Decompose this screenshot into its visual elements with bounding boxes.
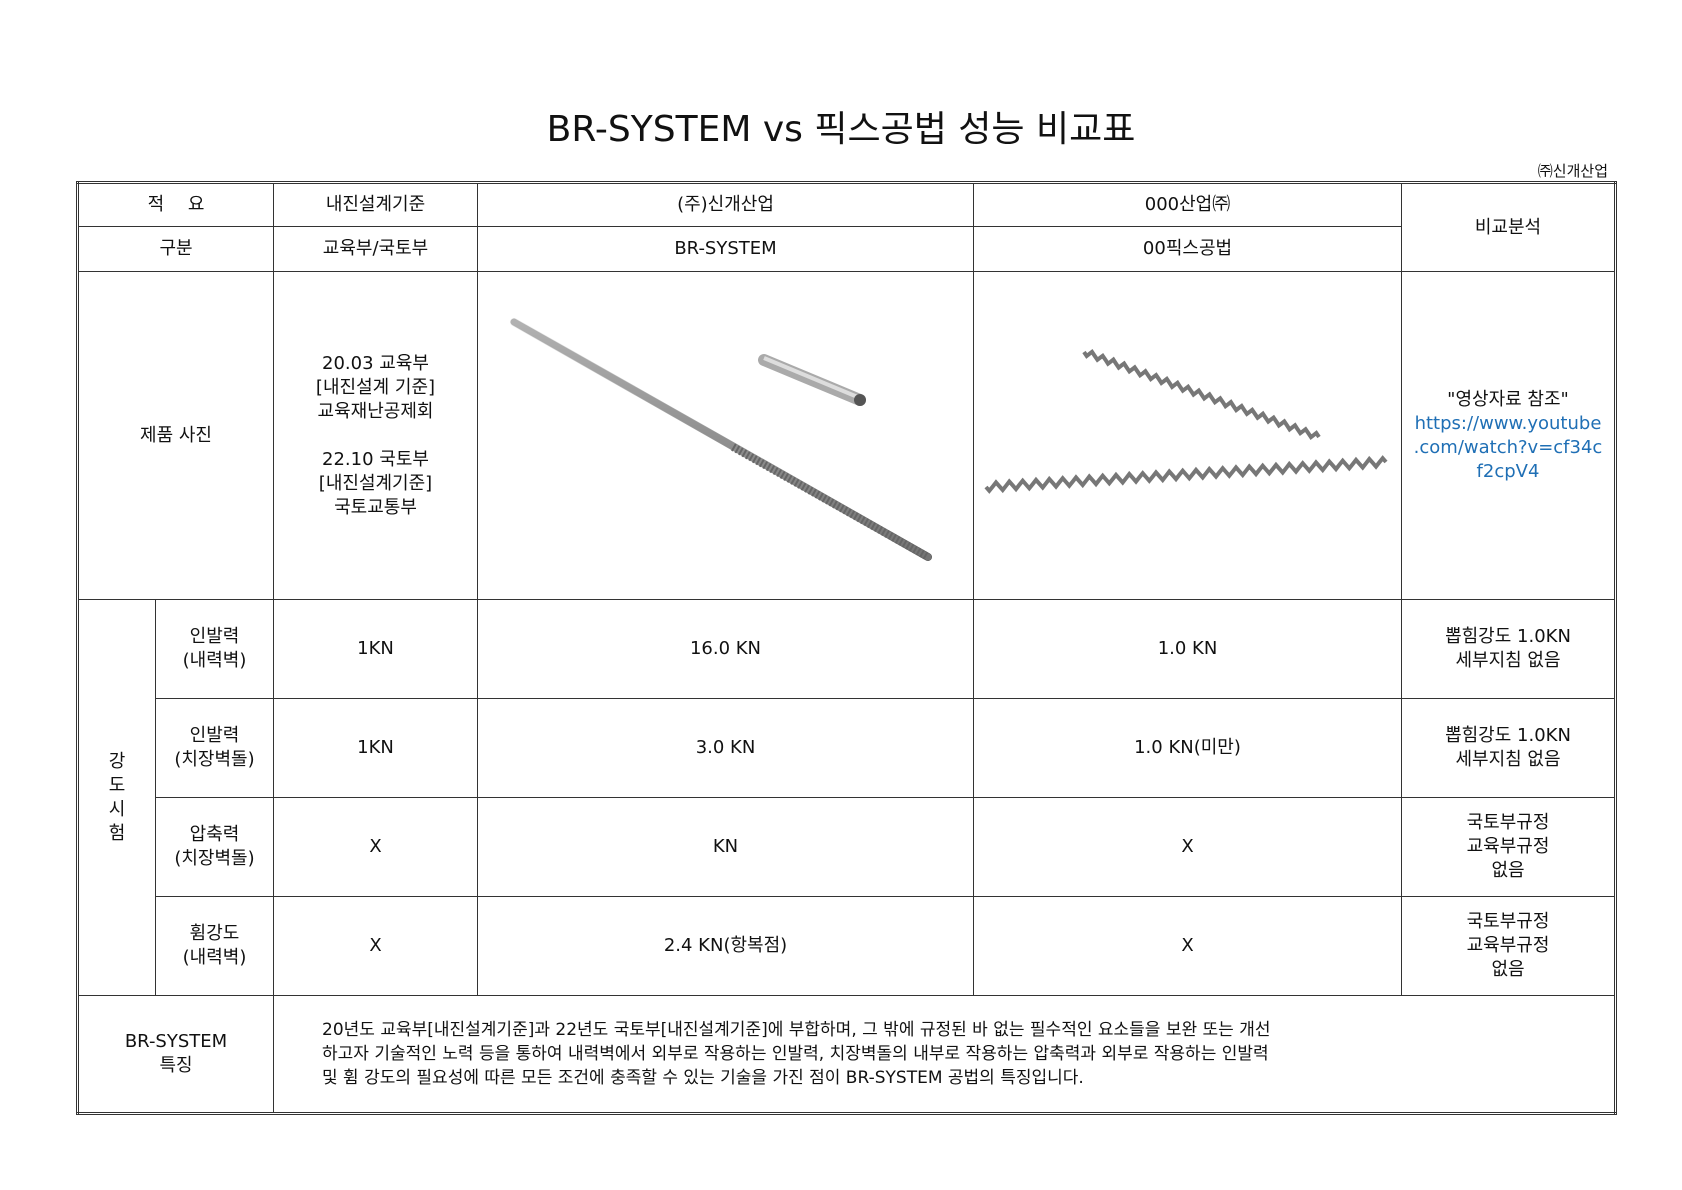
strength-analysis: 국토부규정 교육부규정 없음 — [1401, 797, 1616, 897]
br-system-photo — [477, 271, 974, 600]
strength-analysis: 뽑힘강도 1.0KN 세부지침 없음 — [1401, 599, 1616, 699]
page-title: BR-SYSTEM vs 픽스공법 성능 비교표 — [546, 109, 1136, 150]
strength-row: 휨강도 (내력벽) X 2.4 KN(항복점) X 국토부규정 교육부규정 없음 — [78, 896, 1616, 996]
strength-row: 압축력 (치장벽돌) X KN X 국토부규정 교육부규정 없음 — [78, 797, 1616, 897]
strength-analysis: 국토부규정 교육부규정 없음 — [1401, 896, 1616, 996]
strength-test-label: 강 도 시 험 — [77, 599, 156, 996]
header-cell: 000산업㈜ — [973, 182, 1402, 227]
header-cell: (주)신개산업 — [477, 182, 974, 227]
strength-br: 16.0 KN — [477, 599, 974, 699]
header-cell-analysis: 비교분석 — [1401, 182, 1616, 272]
text-line: 교육재난공제회 — [317, 400, 434, 422]
strength-br: 2.4 KN(항복점) — [477, 896, 974, 996]
strength-row: 강 도 시 험 인발력 (내력벽) 1KN 16.0 KN 1.0 KN 뽑힘강도 1.0… — [77, 599, 1616, 996]
feature-row: BR-SYSTEM 특징 20년도 교육부[내진설계기준]과 22년도 국토부[… — [77, 995, 1616, 1114]
text-line: .com/watch?v=cf34c — [1413, 436, 1603, 458]
video-reference: "영상자료 참조" — [1447, 388, 1569, 410]
strength-analysis: 뽑힘강도 1.0KN 세부지침 없음 — [1401, 698, 1616, 798]
photo-label: 제품 사진 — [77, 271, 274, 600]
photo-row: 제품 사진 20.03 교육부 [내진설계 기준] 교육재난공제회 22.10 국토부… — [77, 271, 1616, 600]
twisted-wire-image — [984, 349, 1388, 494]
strength-fix: 1.0 KN(미만) — [973, 698, 1402, 798]
text-line: 및 휨 강도의 필요성에 따른 모든 조건에 충족할 수 있는 기술을 가진 점… — [322, 1068, 1084, 1088]
comparison-table: 적 요 내진설계기준 (주)신개산업 000산업㈜ 비교분석 구분 교육부/국토… — [76, 181, 1617, 1115]
text-line — [274, 424, 477, 448]
strength-std: 1KN — [273, 599, 478, 699]
feature-description: 20년도 교육부[내진설계기준]과 22년도 국토부[내진설계기준]에 부합하며… — [273, 995, 1616, 1114]
header-cell: 내진설계기준 — [273, 182, 478, 227]
strength-br: 3.0 KN — [477, 698, 974, 798]
header-row-2: 구분 교육부/국토부 BR-SYSTEM 00픽스공법 — [77, 226, 1616, 272]
strength-name: 휨강도 (내력벽) — [155, 896, 274, 996]
photo-analysis: "영상자료 참조" https://www.youtube .com/watch?… — [1401, 271, 1616, 600]
text-line: 국토교통부 — [334, 496, 417, 518]
standard-cell: 20.03 교육부 [내진설계 기준] 교육재난공제회 22.10 국토부 [내진설계기… — [273, 271, 478, 600]
video-link[interactable]: https://www.youtube .com/watch?v=cf34c f2c… — [1402, 412, 1614, 484]
strength-br: KN — [477, 797, 974, 897]
strength-name: 압축력 (치장벽돌) — [155, 797, 274, 897]
header-cell: 적 요 — [77, 182, 274, 227]
text-line: 하고자 기술적인 노력 등을 통하여 내력벽에서 외부로 작용하는 인발력, 치… — [322, 1044, 1269, 1064]
text-line: https://www.youtube — [1414, 412, 1602, 434]
strength-fix: X — [973, 896, 1402, 996]
strength-fix: X — [973, 797, 1402, 897]
header-cell: BR-SYSTEM — [477, 226, 974, 272]
text-line: [내진설계기준] — [318, 472, 433, 494]
text-line: 20년도 교육부[내진설계기준]과 22년도 국토부[내진설계기준]에 부합하며… — [322, 1020, 1271, 1040]
feature-label: BR-SYSTEM 특징 — [77, 995, 274, 1114]
company-name: ㈜신개산업 — [1537, 162, 1608, 180]
strength-std: 1KN — [273, 698, 478, 798]
strength-std: X — [273, 896, 478, 996]
text-line: 20.03 교육부 — [322, 352, 429, 374]
strength-std: X — [273, 797, 478, 897]
header-cell: 교육부/국토부 — [273, 226, 478, 272]
strength-name: 인발력 (내력벽) — [155, 599, 274, 699]
text-line: f2cpV4 — [1476, 460, 1540, 482]
strength-row: 인발력 (치장벽돌) 1KN 3.0 KN 1.0 KN(미만) 뽑힘강도 1.0KN … — [78, 698, 1616, 798]
strength-name: 인발력 (치장벽돌) — [155, 698, 274, 798]
header-cell: 00픽스공법 — [973, 226, 1402, 272]
text-line: [내진설계 기준] — [315, 376, 436, 398]
strength-fix: 1.0 KN — [973, 599, 1402, 699]
header-row-1: 적 요 내진설계기준 (주)신개산업 000산업㈜ 비교분석 — [77, 182, 1616, 272]
text-line: 22.10 국토부 — [322, 448, 429, 470]
header-cell: 구분 — [77, 226, 274, 272]
fix-method-photo — [973, 271, 1402, 600]
threaded-rod-image — [510, 318, 932, 561]
